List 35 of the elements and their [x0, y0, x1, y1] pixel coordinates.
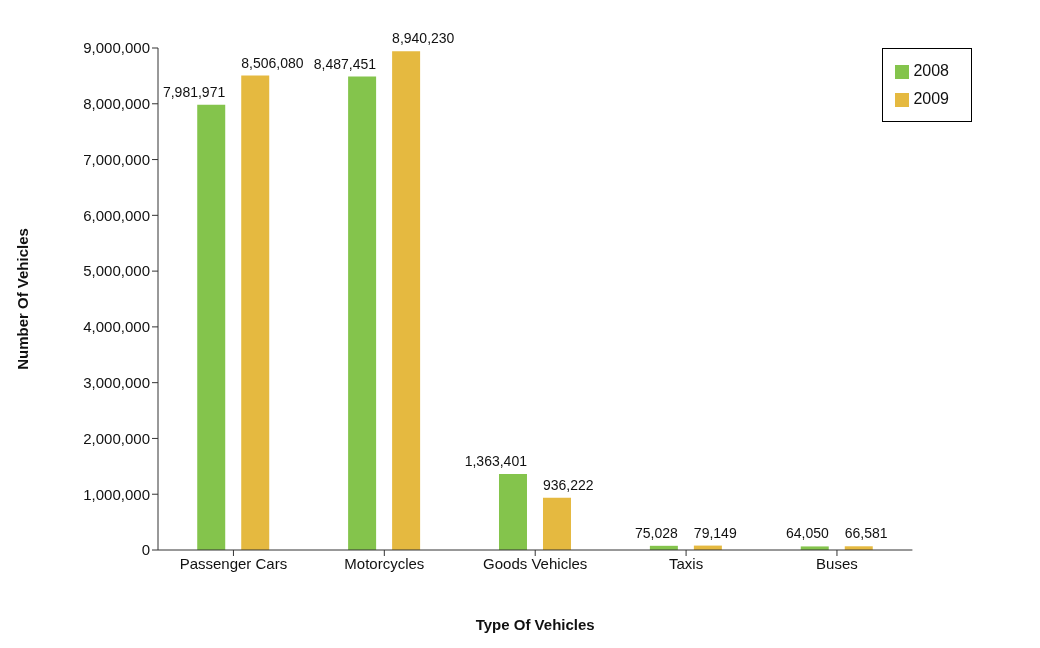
y-tick-label: 6,000,000 [83, 206, 150, 224]
bar [197, 104, 226, 550]
y-tick-label: 1,000,000 [83, 485, 150, 503]
data-label: 8,506,080 [241, 54, 304, 71]
y-tick-label: 8,000,000 [83, 95, 150, 113]
data-label: 79,149 [693, 524, 737, 541]
x-tick-label: Taxis [668, 554, 704, 572]
x-tick-label: Passenger Cars [179, 554, 288, 572]
data-label: 7,981,971 [162, 83, 226, 100]
y-tick-label: 0 [141, 541, 150, 559]
data-label: 64,050 [785, 525, 829, 542]
y-axis-title: Number Of Vehicles [14, 228, 32, 370]
data-label: 8,487,451 [313, 55, 377, 72]
x-tick-label: Goods Vehicles [483, 554, 588, 572]
bar [348, 76, 377, 550]
bar [542, 497, 571, 550]
y-tick-label: 2,000,000 [83, 429, 150, 447]
y-tick-label: 4,000,000 [83, 318, 150, 336]
legend-label: 2008 [913, 62, 949, 79]
y-tick-label: 3,000,000 [83, 373, 150, 391]
bar [498, 473, 527, 550]
bar [241, 75, 270, 550]
data-label: 1,363,401 [464, 452, 528, 469]
data-label: 936,222 [542, 476, 594, 493]
y-tick-label: 5,000,000 [83, 262, 150, 280]
legend-label: 2009 [913, 90, 949, 107]
data-label: 66,581 [844, 525, 888, 542]
data-label: 75,028 [635, 524, 679, 541]
x-axis-title: Type Of Vehicles [475, 616, 595, 633]
data-label: 8,940,230 [392, 30, 455, 47]
bar [392, 51, 421, 550]
x-tick-label: Buses [816, 554, 858, 572]
x-tick-label: Motorcycles [344, 554, 425, 572]
y-tick-label: 7,000,000 [83, 150, 150, 168]
y-tick-label: 9,000,000 [83, 39, 150, 57]
